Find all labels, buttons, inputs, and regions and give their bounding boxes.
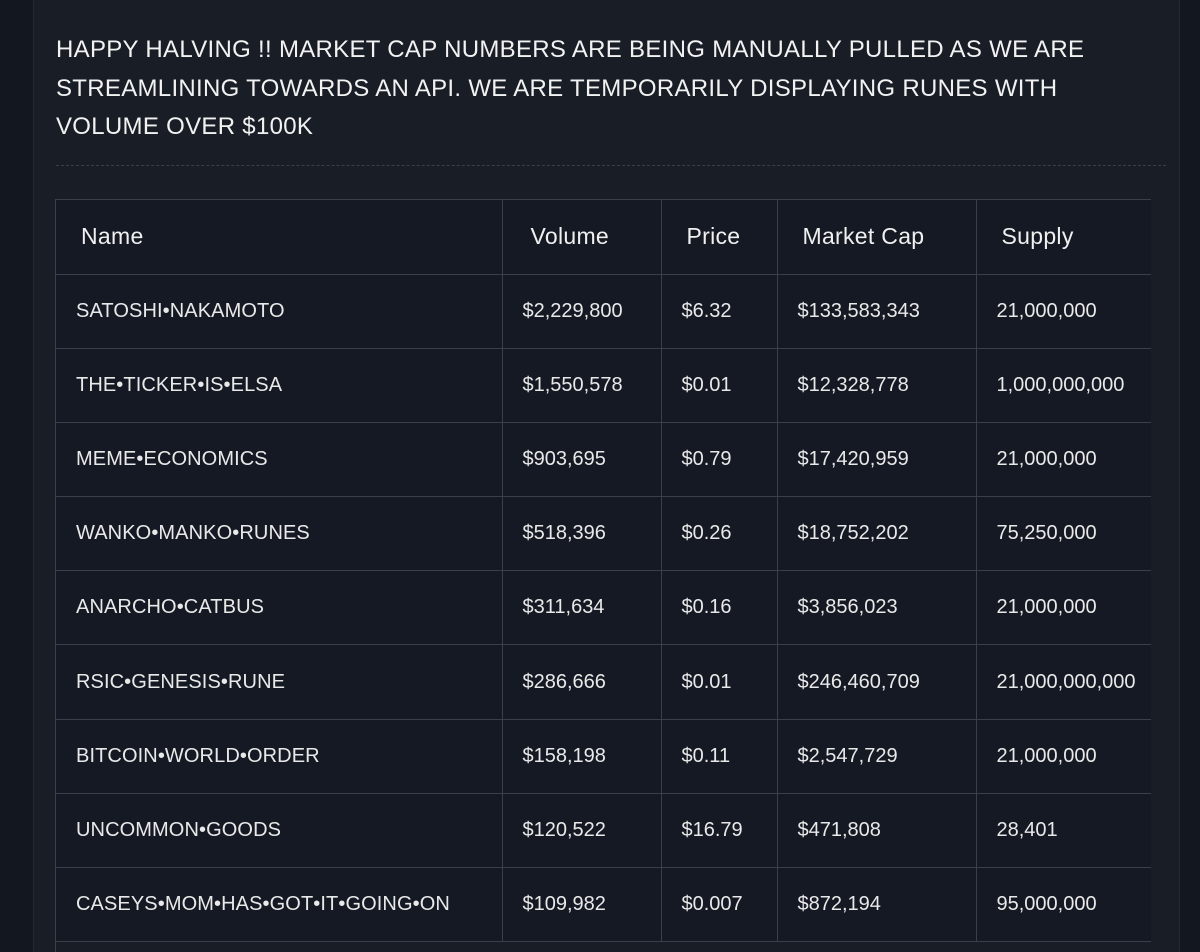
supply-cell: 75,250,000 xyxy=(976,496,1151,572)
market-cap-cell: $12,328,778 xyxy=(777,348,977,423)
announcement-line: STREAMLINING TOWARDS AN API. WE ARE TEMP… xyxy=(56,74,1058,102)
table-row[interactable]: ANARCHO•CATBUS $311,634 $0.16 $3,856,023… xyxy=(56,570,1151,646)
market-cap-cell: $133,583,343 xyxy=(777,274,977,349)
price-cell: $0.11 xyxy=(661,719,778,794)
volume-cell: $311,634 xyxy=(502,570,662,646)
rune-name-cell: WANKO•MANKO•RUNES xyxy=(56,496,503,572)
market-cap-cell: $471,808 xyxy=(777,793,977,869)
rune-name-cell: BITCOIN•WORLD•ORDER xyxy=(56,719,503,794)
column-header-market-cap[interactable]: Market Cap xyxy=(777,200,977,275)
rune-name-cell: ANARCHO•CATBUS xyxy=(56,570,503,646)
price-cell: $16.79 xyxy=(661,793,778,869)
announcement-line: VOLUME OVER $100K xyxy=(56,113,314,140)
price-cell: $0.01 xyxy=(661,348,778,423)
rune-name-cell: CASEYS•MOM•HAS•GOT•IT•GOING•ON xyxy=(56,867,503,943)
table-row[interactable]: BITCOIN•WORLD•ORDER $158,198 $0.11 $2,54… xyxy=(56,719,1151,794)
price-cell: $0.16 xyxy=(661,570,778,646)
supply-cell: 28,401 xyxy=(976,793,1151,869)
column-header-volume[interactable]: Volume xyxy=(502,200,662,275)
rune-name-cell: MEME•ECONOMICS xyxy=(56,422,503,498)
rune-name-cell: UNCOMMON•GOODS xyxy=(56,793,503,869)
table-row[interactable]: WANKO•MANKO•RUNES $518,396 $0.26 $18,752… xyxy=(56,496,1151,572)
volume-cell: $286,666 xyxy=(502,644,662,720)
market-cap-cell: $3,856,023 xyxy=(777,570,977,646)
volume-cell: $158,198 xyxy=(502,719,662,794)
announcement-line: HAPPY HALVING !! MARKET CAP NUMBERS ARE … xyxy=(56,36,1085,63)
table-row[interactable]: SATOSHI•NAKAMOTO $2,229,800 $6.32 $133,5… xyxy=(56,274,1151,349)
rune-name-cell: SATOSHI•NAKAMOTO xyxy=(56,274,503,349)
column-header-supply[interactable]: Supply xyxy=(976,200,1151,275)
volume-cell: $2,229,800 xyxy=(502,274,662,349)
market-cap-cell: $2,547,729 xyxy=(777,719,977,794)
table-row[interactable]: MEME•ECONOMICS $903,695 $0.79 $17,420,95… xyxy=(56,422,1151,498)
table-row[interactable]: CASEYS•MOM•HAS•GOT•IT•GOING•ON $109,982 … xyxy=(56,867,1151,943)
supply-cell: 1,000,000,000 xyxy=(976,348,1151,423)
table-header-row: Name Volume Price Market Cap Supply xyxy=(56,200,1151,275)
market-cap-cell: $246,460,709 xyxy=(777,644,977,720)
price-cell: $0.26 xyxy=(661,496,778,572)
runes-table: Name Volume Price Market Cap Supply SATO… xyxy=(56,200,1151,943)
announcement-banner: HAPPY HALVING !! MARKET CAP NUMBERS ARE … xyxy=(56,31,1136,147)
price-cell: $0.007 xyxy=(661,867,778,943)
volume-cell: $518,396 xyxy=(502,496,662,572)
market-cap-cell: $18,752,202 xyxy=(777,496,977,572)
price-cell: $0.01 xyxy=(661,644,778,720)
column-header-price[interactable]: Price xyxy=(661,200,778,275)
volume-cell: $109,982 xyxy=(502,867,662,943)
market-cap-cell: $17,420,959 xyxy=(777,422,977,498)
runes-table-container[interactable]: Name Volume Price Market Cap Supply SATO… xyxy=(55,199,1151,952)
price-cell: $6.32 xyxy=(661,274,778,349)
rune-name-cell: RSIC•GENESIS•RUNE xyxy=(56,644,503,720)
table-row[interactable]: UNCOMMON•GOODS $120,522 $16.79 $471,808 … xyxy=(56,793,1151,869)
table-row[interactable]: THE•TICKER•IS•ELSA $1,550,578 $0.01 $12,… xyxy=(56,348,1151,423)
market-cap-cell: $872,194 xyxy=(777,867,977,943)
supply-cell: 21,000,000,000 xyxy=(976,644,1151,720)
supply-cell: 21,000,000 xyxy=(976,274,1151,349)
volume-cell: $120,522 xyxy=(502,793,662,869)
rune-name-cell: THE•TICKER•IS•ELSA xyxy=(56,348,503,423)
content-panel: HAPPY HALVING !! MARKET CAP NUMBERS ARE … xyxy=(33,0,1180,952)
price-cell: $0.79 xyxy=(661,422,778,498)
volume-cell: $903,695 xyxy=(502,422,662,498)
table-row[interactable]: RSIC•GENESIS•RUNE $286,666 $0.01 $246,46… xyxy=(56,644,1151,720)
supply-cell: 95,000,000 xyxy=(976,867,1151,943)
supply-cell: 21,000,000 xyxy=(976,719,1151,794)
dashed-divider xyxy=(56,165,1166,166)
supply-cell: 21,000,000 xyxy=(976,422,1151,498)
column-header-name[interactable]: Name xyxy=(56,200,503,275)
supply-cell: 21,000,000 xyxy=(976,570,1151,646)
volume-cell: $1,550,578 xyxy=(502,348,662,423)
